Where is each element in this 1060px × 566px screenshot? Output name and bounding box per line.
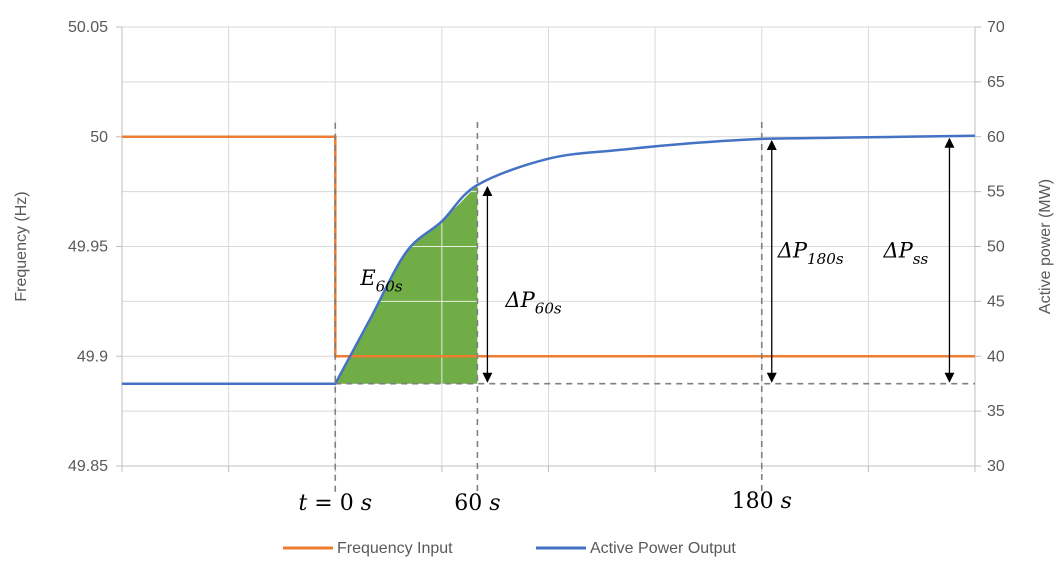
- y-left-tick-label: 50: [90, 129, 108, 146]
- label-energy-60s-base: E: [359, 266, 375, 290]
- label-delta-p-ss: ΔPss: [882, 238, 928, 268]
- label-delta-p-ss-sub: ss: [913, 250, 929, 268]
- y-right-tick-label: 35: [987, 403, 1005, 420]
- x-tick-label: t = 0 s: [298, 491, 372, 516]
- x-tick-label-num: 60: [454, 491, 489, 516]
- legend-label: Frequency Input: [337, 540, 453, 557]
- energy-layer: [335, 185, 478, 384]
- grid: [116, 26, 981, 472]
- y-left-tick-label: 49.9: [77, 348, 108, 365]
- label-delta-p-60s: ΔP60s: [504, 288, 562, 318]
- legend-label: Active Power Output: [590, 540, 736, 557]
- y-right-tick-label: 55: [987, 184, 1005, 201]
- energy-grid: [335, 185, 478, 384]
- x-tick-label-var: t: [298, 491, 307, 516]
- y-right-tick-label: 70: [987, 19, 1005, 36]
- y-right-tick-label: 60: [987, 129, 1005, 146]
- label-delta-p-180s: ΔP180s: [777, 238, 844, 268]
- legend: Frequency Input Active Power Output: [283, 540, 736, 557]
- y-right-tick-label: 50: [987, 239, 1005, 256]
- y-right-tick-label: 65: [987, 74, 1005, 91]
- label-energy-60s-sub: 60s: [376, 278, 403, 296]
- x-tick-label: 180 s: [732, 489, 792, 514]
- x-tick-label-num: 180: [732, 489, 781, 514]
- x-tick-label-unit: s: [489, 491, 500, 516]
- y-right-tick-label: 30: [987, 458, 1005, 475]
- y-left-tick-label: 50.05: [68, 19, 108, 36]
- label-energy-60s: E60s: [359, 266, 403, 296]
- energy-region-fill: [335, 185, 478, 384]
- x-tick-label-unit: s: [781, 489, 792, 514]
- y-left-tick-label: 49.85: [68, 458, 108, 475]
- label-delta-p-180s-base: ΔP: [777, 238, 808, 262]
- y-right-tick-label: 45: [987, 293, 1005, 310]
- series-active-power-output: [122, 134, 976, 385]
- y-right-tick-label: 40: [987, 348, 1005, 365]
- x-tick-label-eq: = 0: [307, 491, 360, 516]
- label-delta-p-180s-sub: 180s: [807, 250, 844, 268]
- label-delta-p-60s-sub: 60s: [535, 300, 562, 318]
- label-delta-p-60s-base: ΔP: [504, 288, 535, 312]
- tick-layer: 49.85 49.9 49.95 50 50.05 30 35 40 45 50 55 60 65 70 F…: [13, 19, 1054, 516]
- y-left-tick-label: 49.95: [68, 239, 108, 256]
- y-left-axis-title: Frequency (Hz): [13, 191, 30, 301]
- x-tick-label-unit: s: [361, 491, 372, 516]
- x-tick-label: 60 s: [454, 491, 500, 516]
- y-right-axis-title: Active power (MW): [1037, 179, 1054, 314]
- label-delta-p-ss-base: ΔP: [882, 238, 913, 262]
